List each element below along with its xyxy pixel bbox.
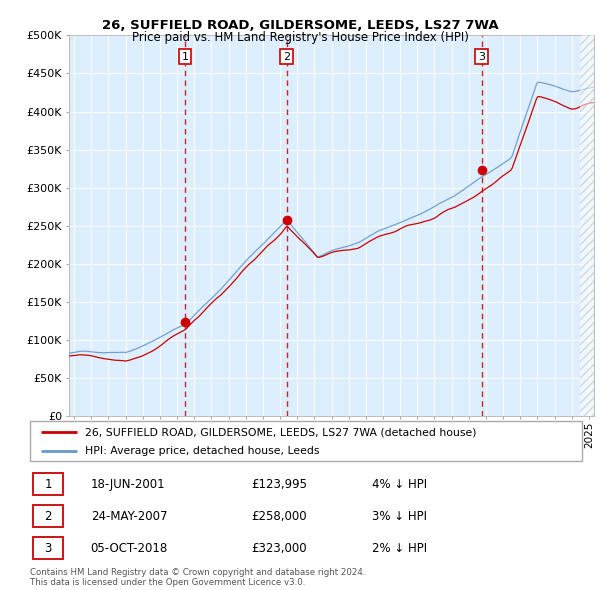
Text: 1: 1 xyxy=(181,52,188,62)
Text: £123,995: £123,995 xyxy=(251,478,307,491)
Text: 3: 3 xyxy=(478,52,485,62)
Text: 3% ↓ HPI: 3% ↓ HPI xyxy=(372,510,427,523)
Text: 1: 1 xyxy=(44,478,52,491)
Bar xyxy=(580,35,600,416)
Text: £258,000: £258,000 xyxy=(251,510,307,523)
Bar xyxy=(33,505,63,527)
Text: 26, SUFFIELD ROAD, GILDERSOME, LEEDS, LS27 7WA (detached house): 26, SUFFIELD ROAD, GILDERSOME, LEEDS, LS… xyxy=(85,428,476,438)
Text: HPI: Average price, detached house, Leeds: HPI: Average price, detached house, Leed… xyxy=(85,447,320,456)
Bar xyxy=(33,473,63,495)
Text: 2: 2 xyxy=(44,510,52,523)
Text: 3: 3 xyxy=(44,542,52,555)
Text: Contains HM Land Registry data © Crown copyright and database right 2024.
This d: Contains HM Land Registry data © Crown c… xyxy=(30,568,365,587)
Text: 4% ↓ HPI: 4% ↓ HPI xyxy=(372,478,427,491)
Text: 2: 2 xyxy=(283,52,290,62)
Text: 24-MAY-2007: 24-MAY-2007 xyxy=(91,510,167,523)
Text: £323,000: £323,000 xyxy=(251,542,307,555)
Text: 05-OCT-2018: 05-OCT-2018 xyxy=(91,542,168,555)
Bar xyxy=(33,537,63,559)
Text: 18-JUN-2001: 18-JUN-2001 xyxy=(91,478,166,491)
Text: 26, SUFFIELD ROAD, GILDERSOME, LEEDS, LS27 7WA: 26, SUFFIELD ROAD, GILDERSOME, LEEDS, LS… xyxy=(101,19,499,32)
Text: Price paid vs. HM Land Registry's House Price Index (HPI): Price paid vs. HM Land Registry's House … xyxy=(131,31,469,44)
Text: 2% ↓ HPI: 2% ↓ HPI xyxy=(372,542,427,555)
